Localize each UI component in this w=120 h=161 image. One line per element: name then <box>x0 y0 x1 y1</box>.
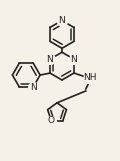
Text: NH: NH <box>83 72 96 81</box>
Text: O: O <box>48 116 55 125</box>
Text: N: N <box>59 16 65 25</box>
Text: N: N <box>71 55 77 64</box>
Text: N: N <box>30 83 37 92</box>
Text: N: N <box>47 55 53 64</box>
